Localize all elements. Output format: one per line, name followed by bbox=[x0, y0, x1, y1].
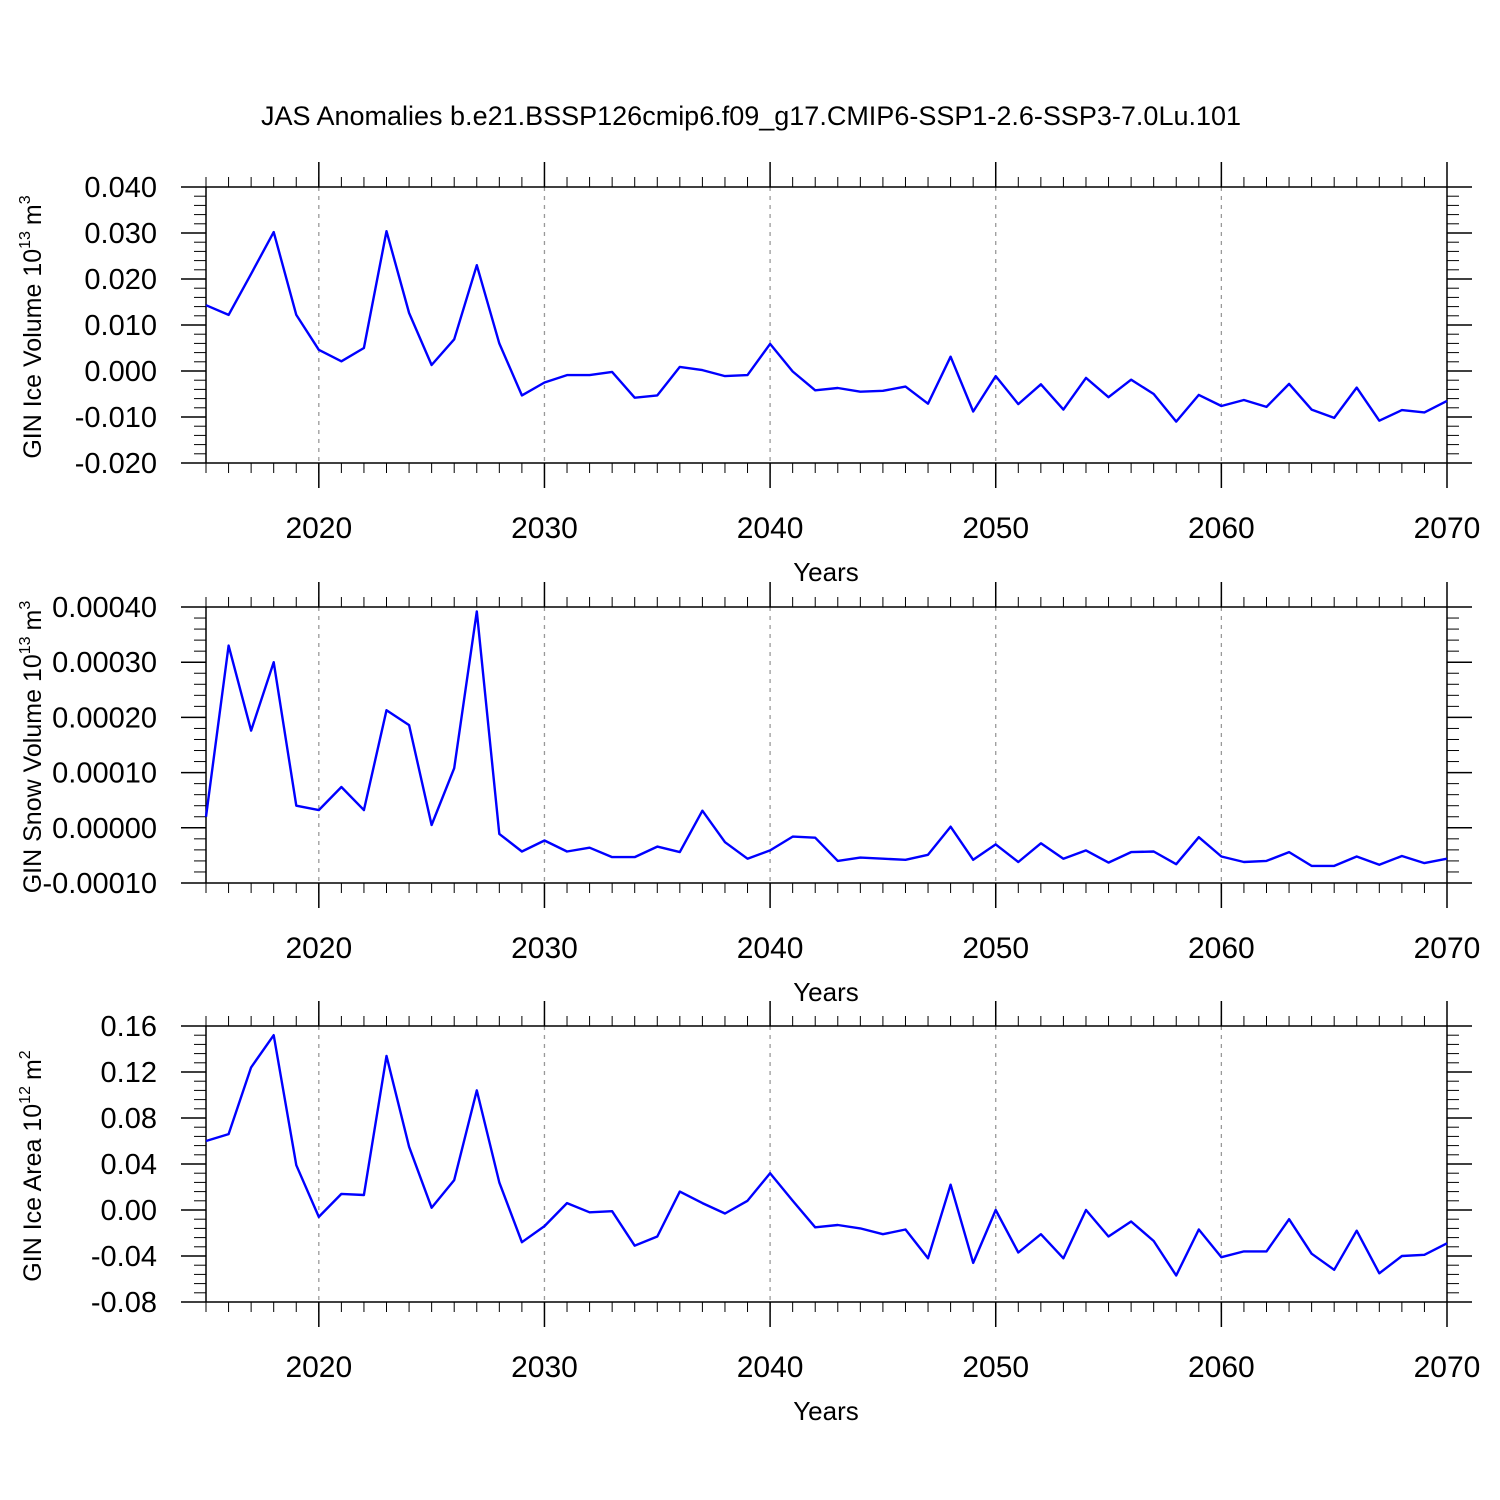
y-tick-label: 0.04 bbox=[101, 1149, 157, 1181]
y-axis-label-unit-exponent: 2 bbox=[17, 1050, 34, 1059]
x-tick-label: 2060 bbox=[1188, 932, 1255, 965]
y-axis-label-unit: m bbox=[19, 204, 47, 225]
y-axis-label-exponent: 13 bbox=[17, 636, 34, 654]
x-tick-label: 2030 bbox=[511, 1351, 578, 1384]
y-axis-label: GIN Snow Volume 1013 m3 bbox=[17, 601, 47, 894]
x-tick-label: 2020 bbox=[285, 932, 352, 965]
x-axis-label: Years bbox=[793, 557, 859, 587]
x-tick-label: 2040 bbox=[737, 512, 804, 545]
panel-ice-area: 2020 2030 2040 2050 2060 2070 -0.08 -0.04 0.00 0.… bbox=[17, 1001, 1480, 1426]
y-axis-label: GIN Ice Volume 1013 m3 bbox=[17, 195, 47, 458]
y-tick-label: -0.04 bbox=[91, 1241, 157, 1273]
y-tick-label: 0.020 bbox=[84, 264, 157, 296]
y-tick-label: -0.00010 bbox=[43, 868, 158, 900]
y-tick-label: 0.00020 bbox=[52, 702, 157, 734]
y-tick-label: -0.020 bbox=[75, 448, 157, 480]
x-tick-label: 2030 bbox=[511, 932, 578, 965]
y-tick-label: 0.00030 bbox=[52, 647, 157, 679]
series-line bbox=[204, 610, 1448, 868]
y-tick-label: 0.00000 bbox=[52, 813, 157, 845]
y-axis-label-text: GIN Snow Volume 10 bbox=[19, 654, 47, 893]
y-tick-label: 0.12 bbox=[101, 1057, 157, 1089]
x-axis-label: Years bbox=[793, 1396, 859, 1426]
y-tick-label: 0.00040 bbox=[52, 592, 157, 624]
y-axis-label-unit-exponent: 3 bbox=[17, 601, 34, 610]
y-tick-label: 0.00 bbox=[101, 1195, 157, 1227]
y-tick-label: 0.030 bbox=[84, 218, 157, 250]
y-axis-label-unit: m bbox=[19, 1059, 47, 1080]
series-line bbox=[205, 229, 1448, 423]
x-tick-label: 2060 bbox=[1188, 512, 1255, 545]
y-tick-label: -0.010 bbox=[75, 402, 157, 434]
x-tick-label: 2020 bbox=[285, 1351, 352, 1384]
y-tick-label: 0.00010 bbox=[52, 758, 157, 790]
y-axis-label-text: GIN Ice Area 10 bbox=[19, 1104, 47, 1282]
y-tick-label: 0.000 bbox=[84, 356, 157, 388]
x-tick-label: 2060 bbox=[1188, 1351, 1255, 1384]
panel-snow-volume: 2020 2030 2040 2050 2060 2070 -0.00010 0.00000 0… bbox=[17, 582, 1480, 1007]
x-tick-label: 2050 bbox=[962, 932, 1029, 965]
y-axis-label-unit-exponent: 3 bbox=[17, 195, 34, 204]
x-tick-label: 2070 bbox=[1414, 932, 1481, 965]
x-tick-label: 2050 bbox=[962, 512, 1029, 545]
y-tick-label: 0.040 bbox=[84, 172, 157, 204]
x-tick-label: 2050 bbox=[962, 1351, 1029, 1384]
x-tick-label: 2070 bbox=[1414, 1351, 1481, 1384]
y-axis-label-unit: m bbox=[19, 610, 47, 631]
y-tick-label: 0.010 bbox=[84, 310, 157, 342]
x-tick-label: 2020 bbox=[285, 512, 352, 545]
y-axis-label-text: GIN Ice Volume 10 bbox=[19, 249, 47, 459]
y-tick-label: 0.08 bbox=[101, 1103, 157, 1135]
x-axis-label: Years bbox=[793, 977, 859, 1007]
x-tick-label: 2040 bbox=[737, 932, 804, 965]
series-line bbox=[205, 1033, 1448, 1277]
x-tick-label: 2040 bbox=[737, 1351, 804, 1384]
y-axis-label-exponent: 13 bbox=[17, 231, 34, 249]
x-tick-label: 2070 bbox=[1414, 512, 1481, 545]
x-tick-label: 2030 bbox=[511, 512, 578, 545]
y-axis-label: GIN Ice Area 1012 m2 bbox=[17, 1050, 47, 1282]
figure-title: JAS Anomalies b.e21.BSSP126cmip6.f09_g17… bbox=[261, 101, 1241, 131]
panel-ice-volume: 2020 2030 2040 2050 2060 2070 -0.020 -0.010 0.00… bbox=[17, 162, 1480, 587]
y-tick-label: 0.16 bbox=[101, 1011, 157, 1043]
y-tick-label: -0.08 bbox=[91, 1287, 157, 1319]
y-axis-label-exponent: 12 bbox=[17, 1086, 34, 1104]
